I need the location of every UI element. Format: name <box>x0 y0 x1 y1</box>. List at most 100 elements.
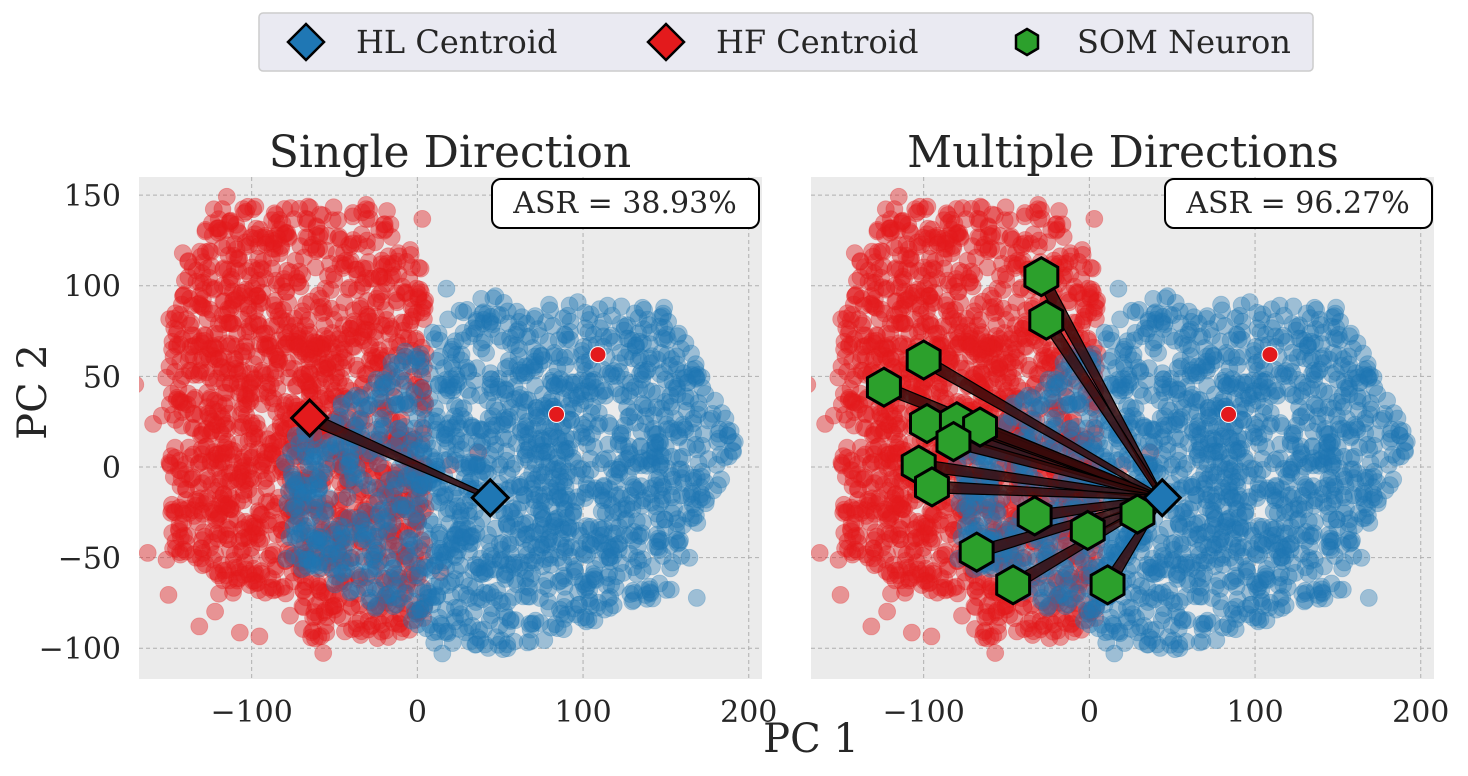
hl-point <box>339 508 358 527</box>
hf-point <box>262 248 281 267</box>
hl-point <box>388 420 407 439</box>
hf-point <box>307 435 326 454</box>
hl-point <box>581 449 600 468</box>
hf-point <box>323 586 342 605</box>
hf-point <box>389 265 408 284</box>
hf-point <box>307 218 326 237</box>
hf-point <box>865 348 884 367</box>
hf-point <box>193 348 212 367</box>
hl-point <box>416 431 434 450</box>
hf-point <box>904 543 922 561</box>
hf-point <box>217 187 236 206</box>
hf-point <box>318 444 337 463</box>
hf-point <box>245 369 264 388</box>
hf-point <box>239 431 258 450</box>
hl-point <box>555 543 574 561</box>
hf-point <box>311 582 330 600</box>
hl-point <box>388 579 407 598</box>
hf-point <box>313 336 332 354</box>
hl-point <box>510 389 529 407</box>
hf-point <box>811 544 829 562</box>
hf-point <box>353 534 372 552</box>
hf-point <box>328 561 347 580</box>
hf-point <box>832 453 851 472</box>
hf-point <box>287 269 306 288</box>
hf-point <box>323 394 342 413</box>
legend-som-marker <box>1014 27 1040 57</box>
hf-point <box>327 442 346 461</box>
hf-point <box>270 244 289 263</box>
hf-point <box>242 539 261 557</box>
hl-point <box>430 530 449 548</box>
hf-point <box>297 588 315 607</box>
hf-point <box>297 496 316 514</box>
hf-point <box>378 202 396 220</box>
hf-point <box>316 241 335 260</box>
hf-point <box>318 359 337 378</box>
hf-point <box>157 550 176 569</box>
hf-point <box>309 577 328 596</box>
hf-point <box>264 545 282 564</box>
hf-point <box>290 199 309 218</box>
hf-point <box>366 233 385 252</box>
hf-point <box>1038 233 1057 252</box>
hf-point <box>415 474 434 493</box>
outlier-point <box>548 405 566 423</box>
hl-point <box>408 615 427 634</box>
hf-point <box>919 275 938 294</box>
hf-point <box>1005 609 1024 628</box>
hf-point <box>816 414 834 433</box>
y-tick-label: 100 <box>64 270 121 305</box>
hf-point <box>410 479 429 498</box>
hf-point <box>225 290 243 309</box>
hf-point <box>360 201 379 220</box>
hf-point <box>281 503 299 522</box>
hf-point <box>163 340 182 359</box>
hl-point <box>481 364 500 383</box>
hf-point <box>396 546 415 565</box>
hl-point <box>327 567 346 586</box>
hf-point <box>247 219 266 238</box>
hf-point <box>387 471 406 490</box>
hl-point <box>341 583 360 602</box>
hf-point <box>275 270 293 288</box>
hf-point <box>190 287 209 305</box>
hf-point <box>221 472 240 491</box>
hl-point <box>687 589 706 607</box>
hf-point <box>369 612 388 631</box>
hf-point <box>893 511 911 530</box>
hf-point <box>241 390 259 408</box>
x-tick-label: −100 <box>210 695 292 730</box>
hf-point <box>202 214 221 233</box>
hf-point <box>333 459 352 478</box>
hf-point <box>273 214 292 233</box>
hf-point <box>297 228 315 247</box>
hf-point <box>396 554 415 573</box>
hl-point <box>656 406 674 425</box>
hl-point <box>624 558 643 577</box>
hf-point <box>400 540 419 559</box>
hf-point <box>370 341 388 360</box>
hf-point <box>407 512 426 531</box>
hf-point <box>269 307 288 326</box>
hf-point <box>312 335 330 353</box>
hf-point <box>311 389 330 408</box>
hl-point <box>359 579 377 598</box>
hf-point <box>986 644 1005 662</box>
hl-point <box>320 489 339 508</box>
hf-point <box>291 339 309 358</box>
hf-point <box>208 451 227 470</box>
hf-point <box>922 627 941 646</box>
hf-point <box>376 316 394 335</box>
hf-point <box>983 224 1002 243</box>
hf-point <box>376 573 394 592</box>
hf-point <box>263 444 282 463</box>
hl-point <box>696 385 715 403</box>
legend-som-label: SOM Neuron <box>1077 23 1291 61</box>
hl-point <box>495 408 514 427</box>
hf-point <box>337 389 356 408</box>
hf-point <box>193 264 212 283</box>
hf-point <box>291 553 310 571</box>
hf-point <box>283 563 302 582</box>
